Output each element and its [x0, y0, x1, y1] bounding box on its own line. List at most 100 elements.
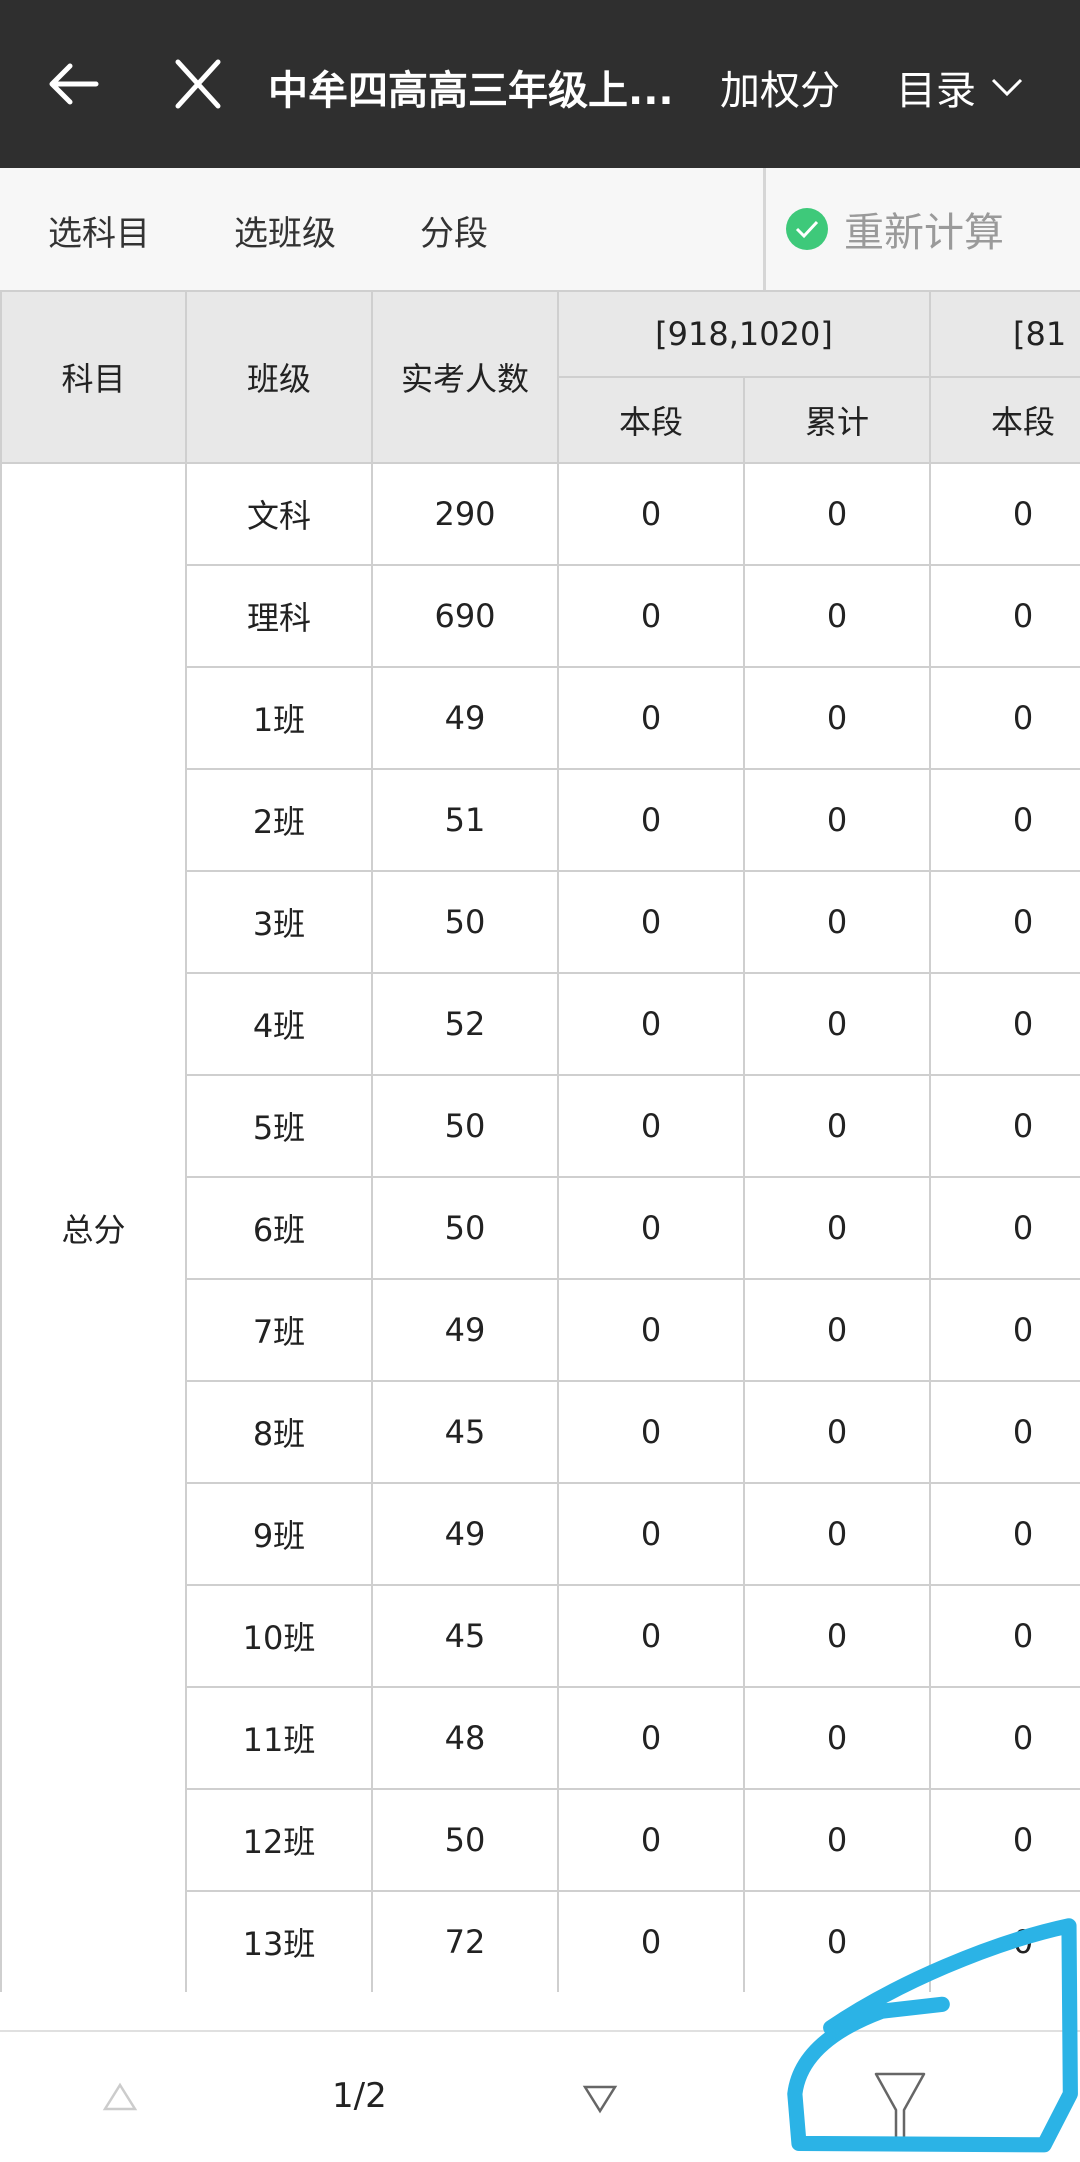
filter-icon[interactable] — [872, 2070, 928, 2150]
class-cell: 12班 — [185, 1788, 373, 1892]
value-cell: 0 — [557, 564, 745, 668]
recalculate-label: 重新计算 — [844, 210, 1004, 256]
value-cell: 0 — [557, 1788, 745, 1892]
value-cell: 0 — [743, 768, 931, 872]
subject-cell: 总分 — [0, 462, 187, 1992]
class-cell: 10班 — [185, 1584, 373, 1688]
toolbar: 选科目 选班级 分段 重新计算 — [0, 168, 1080, 290]
table-row: 5班 50 0 0 0 — [1, 1074, 1080, 1178]
value-cell: 0 — [929, 462, 1080, 566]
table-row: 1班 49 0 0 0 — [1, 666, 1080, 770]
select-class-button[interactable]: 选班级 — [234, 214, 336, 254]
value-cell: 0 — [929, 1686, 1080, 1790]
value-cell: 0 — [743, 1074, 931, 1178]
class-cell: 13班 — [185, 1890, 373, 1992]
table-row: 理科 690 0 0 0 — [1, 564, 1080, 668]
page-indicator: 1/2 — [332, 2076, 387, 2116]
value-cell: 0 — [557, 1278, 745, 1382]
value-cell: 0 — [743, 1278, 931, 1382]
value-cell: 0 — [743, 666, 931, 770]
class-cell: 理科 — [185, 564, 373, 668]
check-icon — [786, 208, 828, 250]
table-row: 7班 49 0 0 0 — [1, 1278, 1080, 1382]
table-row: 10班 45 0 0 0 — [1, 1584, 1080, 1688]
header-count: 实考人数 — [371, 290, 559, 464]
header-class: 班级 — [185, 290, 373, 464]
arrow-left-icon[interactable] — [44, 54, 104, 114]
segment-button[interactable]: 分段 — [420, 214, 488, 254]
chevron-down-icon — [991, 78, 1023, 97]
count-cell: 49 — [371, 1482, 559, 1586]
count-cell: 50 — [371, 1788, 559, 1892]
weighted-score-button[interactable]: 加权分 — [720, 68, 840, 114]
value-cell: 0 — [743, 1176, 931, 1280]
table-row: 9班 49 0 0 0 — [1, 1482, 1080, 1586]
value-cell: 0 — [557, 870, 745, 974]
value-cell: 0 — [929, 1584, 1080, 1688]
count-cell: 50 — [371, 1074, 559, 1178]
value-cell: 0 — [743, 1380, 931, 1484]
value-cell: 0 — [929, 564, 1080, 668]
count-cell: 51 — [371, 768, 559, 872]
table-row: 11班 48 0 0 0 — [1, 1686, 1080, 1790]
score-table[interactable]: 科目 班级 实考人数 [918,1020] [81 本段 累计 本段 总分 文科 2… — [0, 290, 1080, 1992]
catalog-label: 目录 — [896, 68, 976, 114]
header-segment: 本段 — [929, 376, 1080, 464]
header-subject: 科目 — [0, 290, 187, 464]
catalog-dropdown[interactable]: 目录 — [896, 58, 1024, 116]
value-cell: 0 — [743, 462, 931, 566]
header-range-2: [81 — [928, 290, 1080, 378]
count-cell: 690 — [371, 564, 559, 668]
value-cell: 0 — [929, 1482, 1080, 1586]
class-cell: 6班 — [185, 1176, 373, 1280]
header-segment: 本段 — [557, 376, 745, 464]
count-cell: 49 — [371, 1278, 559, 1382]
value-cell: 0 — [929, 1788, 1080, 1892]
bottom-bar: 1/2 — [0, 2030, 1080, 2162]
triangle-down-icon[interactable] — [582, 2084, 618, 2114]
class-cell: 文科 — [185, 462, 373, 566]
select-subject-button[interactable]: 选科目 — [48, 214, 150, 254]
value-cell: 0 — [929, 1176, 1080, 1280]
class-cell: 5班 — [185, 1074, 373, 1178]
header-range-1: [918,1020] — [557, 290, 931, 378]
count-cell: 45 — [371, 1584, 559, 1688]
count-cell: 52 — [371, 972, 559, 1076]
value-cell: 0 — [557, 972, 745, 1076]
value-cell: 0 — [557, 768, 745, 872]
value-cell: 0 — [929, 768, 1080, 872]
value-cell: 0 — [557, 1380, 745, 1484]
class-cell: 7班 — [185, 1278, 373, 1382]
value-cell: 0 — [929, 666, 1080, 770]
value-cell: 0 — [743, 1890, 931, 1992]
divider — [763, 168, 766, 290]
close-icon[interactable] — [168, 54, 228, 114]
class-cell: 1班 — [185, 666, 373, 770]
value-cell: 0 — [557, 462, 745, 566]
value-cell: 0 — [929, 1380, 1080, 1484]
value-cell: 0 — [557, 1482, 745, 1586]
class-cell: 8班 — [185, 1380, 373, 1484]
recalculate-button[interactable]: 重新计算 — [786, 200, 1004, 258]
class-cell: 2班 — [185, 768, 373, 872]
value-cell: 0 — [743, 972, 931, 1076]
table-row: 4班 52 0 0 0 — [1, 972, 1080, 1076]
value-cell: 0 — [743, 1686, 931, 1790]
value-cell: 0 — [743, 870, 931, 974]
value-cell: 0 — [743, 1788, 931, 1892]
class-cell: 11班 — [185, 1686, 373, 1790]
value-cell: 0 — [557, 666, 745, 770]
table-row: 12班 50 0 0 0 — [1, 1788, 1080, 1892]
count-cell: 45 — [371, 1380, 559, 1484]
value-cell: 0 — [557, 1686, 745, 1790]
value-cell: 0 — [557, 1074, 745, 1178]
triangle-up-icon[interactable] — [102, 2082, 138, 2112]
class-cell: 4班 — [185, 972, 373, 1076]
value-cell: 0 — [557, 1890, 745, 1992]
table-row: 2班 51 0 0 0 — [1, 768, 1080, 872]
count-cell: 49 — [371, 666, 559, 770]
top-bar: 中牟四高高三年级上... 加权分 目录 — [0, 0, 1080, 168]
count-cell: 72 — [371, 1890, 559, 1992]
value-cell: 0 — [929, 870, 1080, 974]
count-cell: 50 — [371, 1176, 559, 1280]
